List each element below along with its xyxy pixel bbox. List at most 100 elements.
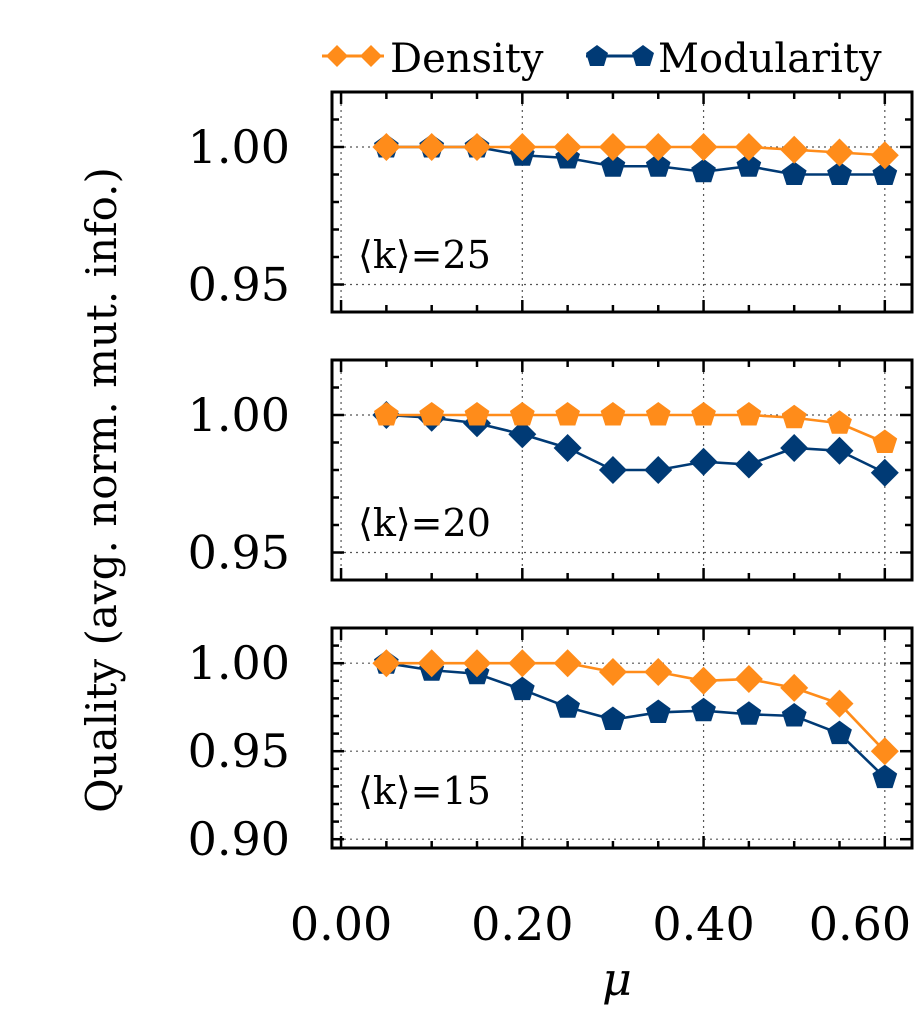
data-point-modularity	[645, 153, 671, 177]
data-point-density	[372, 133, 401, 161]
panel-1: 0.95 1.00 ⟨k⟩=25	[188, 90, 914, 314]
data-point-modularity	[736, 701, 762, 725]
series-line-density	[386, 145, 885, 157]
legend: Density Modularity	[322, 36, 882, 82]
data-point-modularity	[600, 706, 626, 730]
data-point-modularity	[600, 153, 626, 177]
data-point-modularity	[870, 458, 899, 487]
data-point-density	[872, 429, 898, 453]
data-point-modularity	[781, 703, 807, 727]
data-point-density	[827, 410, 852, 434]
x-tick-label: 0.60	[809, 897, 911, 951]
data-point-density	[825, 689, 854, 718]
data-point-density	[598, 658, 627, 686]
x-tick-labels: 0.00 0.20 0.40 0.60	[290, 897, 911, 951]
data-point-density	[644, 133, 673, 161]
data-point-density	[736, 402, 762, 426]
data-point-modularity	[781, 161, 807, 185]
panel-2: 0.95 1.00 ⟨k⟩=20	[188, 358, 914, 582]
x-axis-label: μ	[602, 952, 632, 1006]
data-point-modularity	[598, 456, 627, 484]
y-axis-label: Quality (avg. norm. mut. info.)	[77, 167, 126, 813]
data-point-density	[417, 133, 446, 161]
data-point-modularity	[825, 436, 854, 465]
data-point-modularity	[691, 158, 716, 183]
data-point-density	[644, 658, 673, 686]
series-line-modularity	[386, 413, 886, 474]
data-point-density	[417, 649, 446, 678]
data-point-modularity	[644, 456, 673, 484]
y-tick-label: 1.00	[188, 636, 290, 690]
data-point-modularity	[827, 161, 852, 185]
data-point-density	[374, 402, 399, 426]
data-point-modularity	[691, 697, 716, 722]
data-point-density	[645, 402, 671, 426]
data-point-density	[509, 402, 535, 426]
y-tick-label: 1.00	[188, 388, 290, 442]
y-tick-label: 0.95	[188, 724, 290, 778]
panels: 0.95 1.00 ⟨k⟩=25 0.95 1.00 ⟨k⟩=20 0.90 0.95 1.00…	[188, 90, 914, 866]
y-tick-label: 0.90	[188, 812, 290, 866]
y-tick-label: 1.00	[188, 120, 290, 174]
data-point-density	[870, 737, 899, 766]
y-tick-label: 0.95	[188, 258, 290, 312]
legend-density-label: Density	[390, 36, 544, 82]
legend-modularity-label: Modularity	[658, 36, 882, 82]
data-point-density	[780, 673, 809, 702]
data-point-density	[781, 404, 807, 429]
data-point-modularity	[780, 434, 809, 462]
x-tick-label: 0.00	[290, 897, 392, 951]
data-point-modularity	[509, 676, 535, 701]
data-point-density	[734, 133, 763, 161]
data-point-modularity	[872, 161, 898, 185]
data-point-density	[598, 133, 627, 161]
data-point-density	[508, 133, 537, 161]
panel-frame	[330, 358, 914, 582]
panel-3: 0.90 0.95 1.00 ⟨k⟩=15	[188, 626, 914, 866]
data-point-modularity	[736, 153, 762, 177]
data-point-density	[419, 402, 445, 426]
data-point-density	[508, 649, 537, 678]
data-point-modularity	[734, 450, 763, 479]
data-point-density	[463, 649, 491, 678]
legend-density-marker	[326, 45, 348, 67]
y-tick-label: 0.95	[188, 526, 290, 580]
legend-density-marker	[360, 45, 382, 67]
data-point-density	[734, 665, 763, 694]
data-point-density	[780, 135, 809, 164]
data-point-modularity	[689, 447, 718, 476]
x-tick-label: 0.20	[471, 897, 573, 951]
data-point-modularity	[553, 434, 582, 462]
data-point-density	[691, 402, 716, 426]
data-point-density	[600, 402, 626, 426]
data-point-modularity	[827, 720, 852, 745]
panel-frame	[330, 90, 914, 314]
data-point-modularity	[508, 420, 537, 449]
data-point-density	[689, 666, 718, 695]
legend-modularity-marker	[632, 45, 654, 66]
legend-entry-density: Density	[322, 36, 544, 82]
data-point-density	[825, 138, 854, 167]
data-point-density	[372, 649, 401, 678]
legend-entry-modularity: Modularity	[586, 36, 882, 82]
series-line-density	[386, 661, 886, 753]
data-point-modularity	[645, 699, 671, 723]
panel-frame	[330, 626, 914, 850]
data-point-density	[870, 141, 899, 170]
series-line-modularity	[386, 661, 886, 779]
data-point-modularity	[555, 694, 580, 718]
data-point-density	[463, 133, 491, 161]
x-tick-label: 0.40	[652, 897, 754, 951]
panel-annotation: ⟨k⟩=20	[358, 501, 491, 545]
data-point-density	[555, 402, 580, 426]
panel-annotation: ⟨k⟩=15	[358, 769, 491, 813]
data-point-density	[553, 649, 582, 678]
panel-annotation: ⟨k⟩=25	[358, 233, 491, 277]
series-line-density	[386, 413, 886, 444]
data-point-density	[553, 133, 582, 161]
legend-modularity-marker	[586, 45, 608, 66]
data-point-density	[464, 402, 490, 426]
data-point-density	[689, 133, 718, 161]
data-point-modularity	[872, 764, 898, 789]
